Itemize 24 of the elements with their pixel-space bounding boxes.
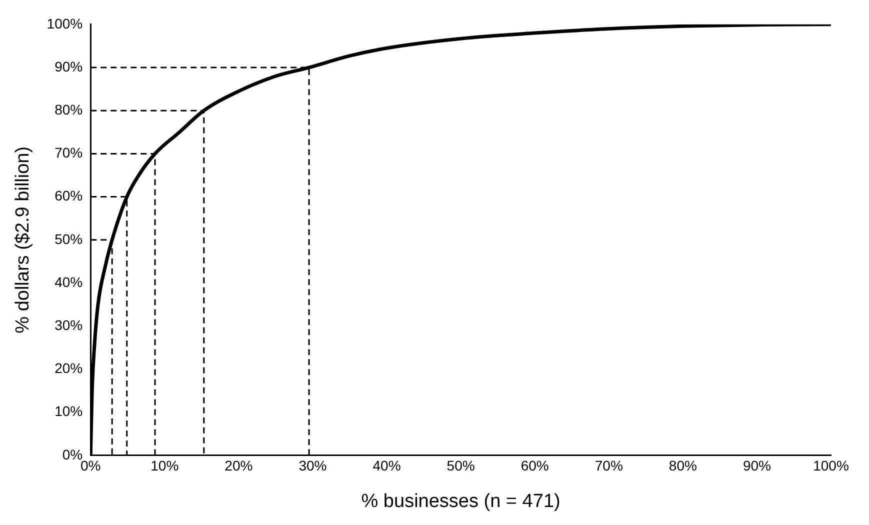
x-tick-label: 30% bbox=[298, 458, 327, 474]
y-tick-label: 60% bbox=[54, 188, 83, 204]
y-tick-label: 10% bbox=[54, 403, 83, 420]
x-tick-label: 90% bbox=[742, 458, 771, 474]
x-tick-label: 100% bbox=[813, 458, 849, 474]
x-tick-label: 20% bbox=[224, 458, 253, 474]
x-tick-label: 50% bbox=[446, 458, 475, 474]
x-tick-label: 70% bbox=[594, 458, 623, 474]
x-axis-title: % businesses (n = 471) bbox=[361, 490, 560, 512]
y-tick-label: 30% bbox=[54, 316, 83, 333]
y-tick-label: 40% bbox=[54, 274, 83, 290]
y-tick-label: 100% bbox=[46, 15, 83, 32]
y-tick-label: 70% bbox=[54, 144, 83, 161]
y-tick-label: 0% bbox=[62, 446, 83, 462]
x-tick-label: 40% bbox=[372, 458, 401, 474]
x-tick-label: 80% bbox=[668, 458, 697, 474]
y-axis-title: % dollars ($2.9 billion) bbox=[12, 146, 34, 334]
y-tick-label: 20% bbox=[54, 360, 83, 376]
y-tick-label: 80% bbox=[54, 101, 83, 118]
y-tick-label: 50% bbox=[54, 230, 83, 247]
y-tick-label: 90% bbox=[54, 58, 83, 74]
x-tick-label: 60% bbox=[520, 458, 549, 474]
x-tick-label: 0% bbox=[80, 458, 101, 474]
x-tick-label: 10% bbox=[150, 458, 179, 474]
